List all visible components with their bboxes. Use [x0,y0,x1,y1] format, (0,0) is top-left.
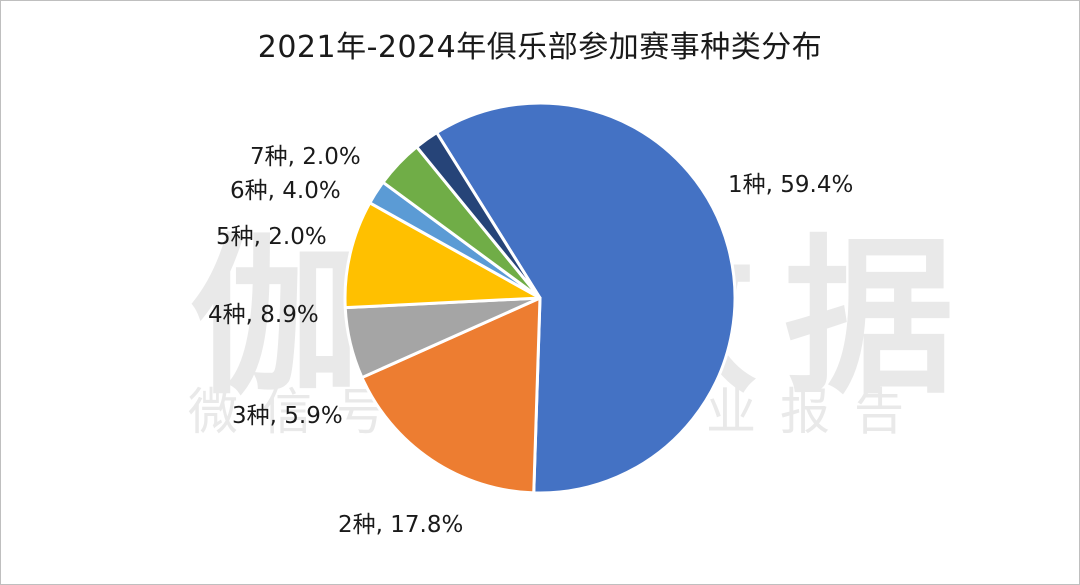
data-label-5: 5种, 2.0% [216,224,327,250]
pie-labels: 1种, 59.4% 2种, 17.8% 3种, 5.9% 4种, 8.9% 5种, 2.… [208,144,853,538]
pie-slices [343,101,737,495]
data-label-2: 2种, 17.8% [338,512,463,538]
data-label-1: 1种, 59.4% [728,172,853,198]
chart-title: 2021年-2024年俱乐部参加赛事种类分布 [257,30,823,65]
data-label-6: 6种, 4.0% [230,178,341,204]
data-label-3: 3种, 5.9% [232,403,343,429]
data-label-7: 7种, 2.0% [250,144,361,170]
pie-slice-7 [415,131,542,300]
pie-slice-1 [435,101,737,495]
pie-slice-2 [360,296,542,495]
pie-slice-4 [343,201,542,310]
data-label-4: 4种, 8.9% [208,302,319,328]
